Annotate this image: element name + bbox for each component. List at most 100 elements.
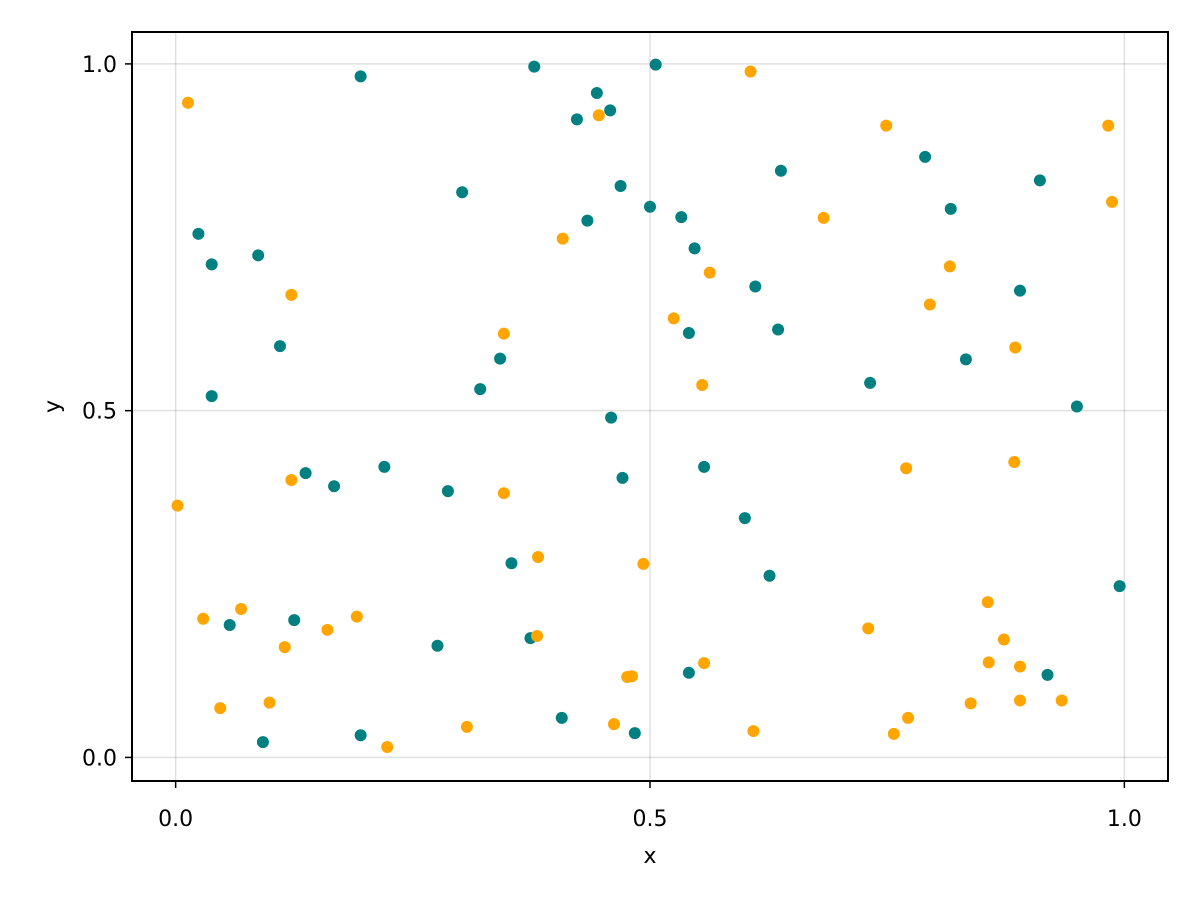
series-2 xyxy=(171,65,1119,754)
scatter-point xyxy=(592,109,605,122)
scatter-point xyxy=(556,232,569,245)
data-points xyxy=(171,58,1126,754)
scatter-point xyxy=(943,260,956,273)
scatter-point xyxy=(628,727,641,740)
scatter-point xyxy=(864,376,877,389)
scatter-point xyxy=(494,352,507,365)
series-1 xyxy=(192,58,1126,749)
scatter-point xyxy=(923,298,936,311)
scatter-point xyxy=(581,214,594,227)
scatter-point xyxy=(644,200,656,213)
scatter-point xyxy=(205,258,218,271)
scatter-point xyxy=(531,630,544,643)
scatter-point xyxy=(982,656,995,669)
scatter-point xyxy=(1070,400,1083,413)
x-tick-label: 0.0 xyxy=(158,807,193,832)
scatter-point xyxy=(181,96,194,109)
scatter-point xyxy=(625,670,638,683)
scatter-point xyxy=(354,70,367,83)
scatter-point xyxy=(637,557,650,570)
grid-lines xyxy=(132,32,1168,781)
scatter-point xyxy=(902,711,915,724)
scatter-point xyxy=(285,288,298,301)
scatter-point xyxy=(321,623,334,636)
y-tick-label: 0.5 xyxy=(82,400,117,425)
scatter-point xyxy=(880,119,893,132)
scatter-point xyxy=(555,711,568,724)
scatter-point xyxy=(350,610,363,623)
scatter-point xyxy=(959,353,972,366)
scatter-point xyxy=(682,666,695,679)
scatter-point xyxy=(431,639,444,652)
scatter-point xyxy=(235,603,248,616)
x-axis-label: x xyxy=(643,844,656,869)
x-tick-label: 1.0 xyxy=(1107,807,1142,832)
scatter-point xyxy=(964,697,977,710)
scatter-point xyxy=(774,164,787,177)
scatter-point xyxy=(381,741,394,754)
axis-ticks: 0.0 0.5 1.0 0.0 0.5 1.0 xyxy=(82,53,1142,832)
scatter-point xyxy=(474,383,487,396)
scatter-point xyxy=(505,557,518,570)
scatter-point xyxy=(205,390,218,403)
scatter-point xyxy=(744,65,757,78)
scatter-point xyxy=(197,612,210,625)
scatter-point xyxy=(299,467,312,480)
scatter-point xyxy=(862,622,875,635)
scatter-point xyxy=(441,485,454,498)
scatter-point xyxy=(944,202,957,215)
scatter-point xyxy=(497,487,510,500)
scatter-point xyxy=(817,211,830,224)
scatter-point xyxy=(688,242,701,255)
scatter-point xyxy=(605,411,618,424)
scatter-point xyxy=(1102,119,1115,132)
scatter-point xyxy=(278,641,291,654)
scatter-point xyxy=(604,104,617,117)
scatter-point xyxy=(590,87,603,100)
scatter-point xyxy=(1009,341,1022,354)
scatter-point xyxy=(696,379,709,392)
scatter-point xyxy=(1106,195,1119,208)
scatter-point xyxy=(256,736,269,749)
scatter-point xyxy=(223,618,236,631)
scatter-point xyxy=(997,633,1010,646)
scatter-point xyxy=(1014,660,1026,673)
scatter-point xyxy=(263,696,276,709)
scatter-point xyxy=(274,340,286,353)
scatter-point xyxy=(703,266,716,279)
scatter-point xyxy=(614,179,627,192)
scatter-point xyxy=(1008,455,1021,468)
scatter-point xyxy=(214,702,227,715)
scatter-point xyxy=(981,596,994,609)
scatter-point xyxy=(1033,174,1046,187)
scatter-point xyxy=(1113,580,1126,593)
scatter-point xyxy=(667,312,680,325)
scatter-point xyxy=(192,227,205,240)
scatter-point xyxy=(738,512,751,525)
scatter-point xyxy=(772,323,785,336)
scatter-point xyxy=(682,326,695,339)
scatter-point xyxy=(749,280,762,293)
scatter-point xyxy=(354,729,367,742)
scatter-point xyxy=(919,150,932,163)
scatter-point xyxy=(252,249,265,262)
scatter-point xyxy=(288,614,301,627)
scatter-point xyxy=(747,725,760,738)
y-tick-label: 0.0 xyxy=(82,746,117,771)
scatter-point xyxy=(616,471,629,484)
scatter-point xyxy=(1041,668,1054,681)
scatter-point xyxy=(1055,694,1068,707)
y-axis-label: y xyxy=(41,400,66,413)
scatter-point xyxy=(328,480,341,493)
scatter-point xyxy=(675,211,688,224)
scatter-point xyxy=(698,460,711,473)
scatter-point xyxy=(528,60,541,73)
scatter-point xyxy=(1014,284,1026,297)
scatter-point xyxy=(887,727,900,740)
scatter-point xyxy=(698,657,711,670)
scatter-point xyxy=(285,474,298,487)
scatter-point xyxy=(900,462,913,475)
x-tick-label: 0.5 xyxy=(633,807,668,832)
scatter-point xyxy=(1014,694,1026,707)
